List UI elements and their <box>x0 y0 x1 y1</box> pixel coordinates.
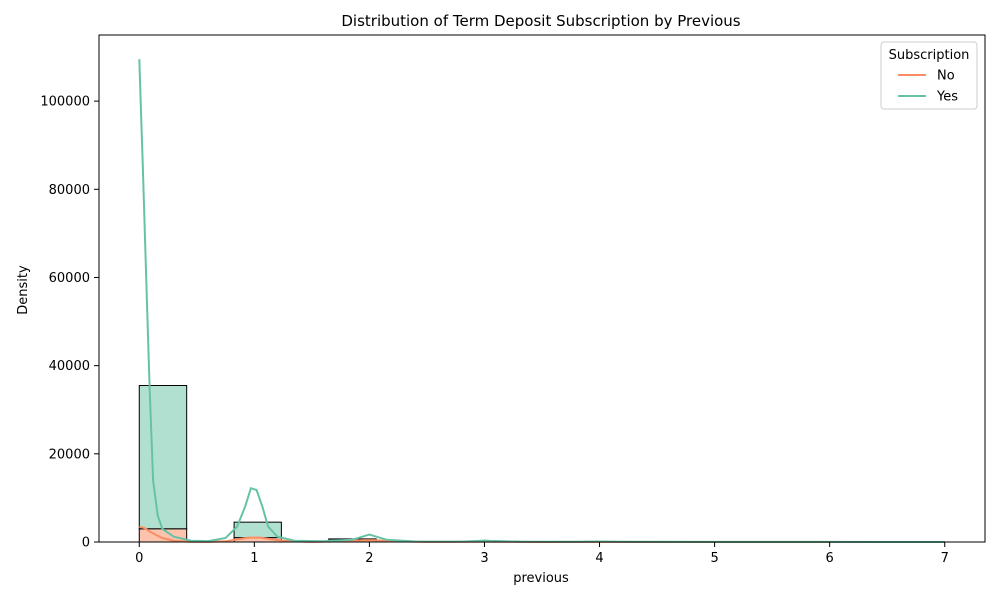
bar-yes-2 <box>233 521 282 539</box>
legend: Subscription No Yes <box>880 41 978 110</box>
y-tick-label: 100000 <box>40 95 90 110</box>
legend-title: Subscription <box>889 48 970 63</box>
y-axis-ticks: 0 20000 40000 60000 80000 100000 <box>40 95 99 551</box>
y-tick-label: 80000 <box>49 183 90 198</box>
x-tick-label: 0 <box>135 551 143 566</box>
y-tick-label: 0 <box>82 536 90 551</box>
x-axis-ticks: 0 1 2 3 4 5 6 7 <box>135 542 949 566</box>
bars-layer <box>138 384 946 543</box>
x-axis-label: previous <box>513 571 569 586</box>
chart-title: Distribution of Term Deposit Subscriptio… <box>341 12 740 30</box>
x-tick-label: 5 <box>710 551 718 566</box>
legend-label-no: No <box>937 69 955 84</box>
kde-line-yes <box>138 59 945 543</box>
legend-label-yes: Yes <box>936 90 958 105</box>
plot-frame <box>98 34 986 543</box>
legend-box <box>880 41 978 110</box>
kde-layer <box>138 59 945 544</box>
x-tick-label: 1 <box>250 551 258 566</box>
x-tick-label: 4 <box>595 551 603 566</box>
y-tick-label: 40000 <box>49 359 90 374</box>
x-tick-label: 7 <box>941 551 949 566</box>
y-tick-label: 60000 <box>49 271 90 286</box>
y-tick-label: 20000 <box>49 447 90 462</box>
x-tick-label: 6 <box>826 551 834 566</box>
bar-no-0 <box>138 528 188 543</box>
x-tick-label: 3 <box>480 551 488 566</box>
bar-yes-0 <box>138 384 188 530</box>
y-axis-label: Density <box>16 265 31 315</box>
x-tick-label: 2 <box>365 551 373 566</box>
